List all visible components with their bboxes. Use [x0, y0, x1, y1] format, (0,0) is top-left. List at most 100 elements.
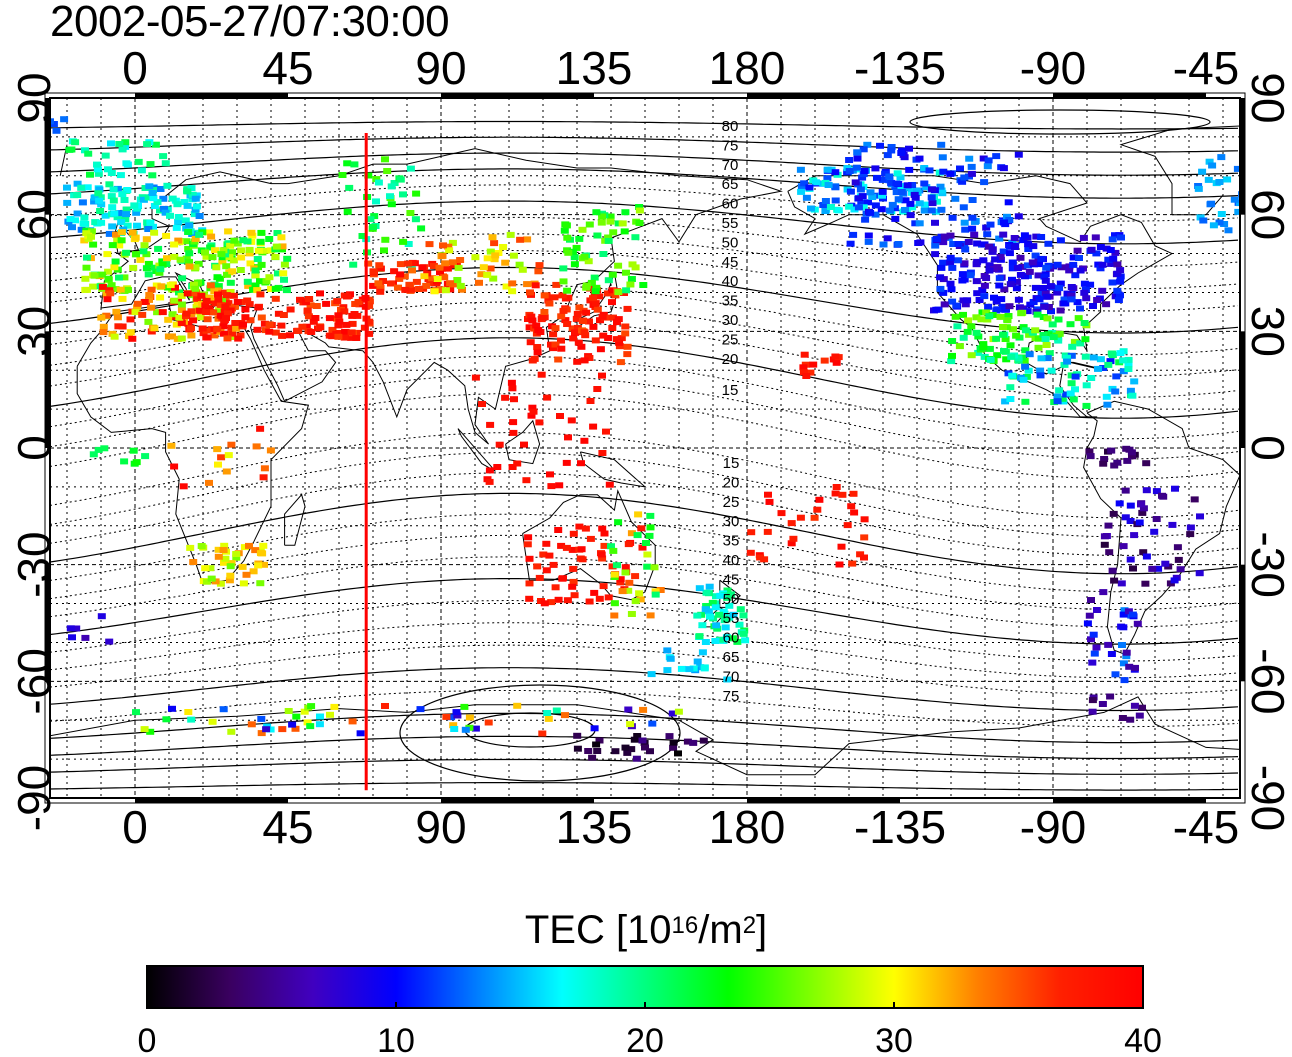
- tec-point: [970, 218, 979, 225]
- tec-point: [405, 281, 414, 288]
- tec-point: [741, 637, 750, 644]
- tec-point: [109, 197, 118, 204]
- tec-point: [1076, 340, 1085, 347]
- tec-point: [1020, 232, 1029, 239]
- border-bar: [1053, 93, 1206, 98]
- tec-point: [1112, 373, 1121, 380]
- tec-point: [296, 296, 304, 303]
- tec-point: [202, 309, 211, 316]
- tec-point: [820, 357, 829, 364]
- tec-point: [787, 520, 796, 527]
- tec-point: [599, 251, 608, 257]
- tec-point: [422, 282, 431, 289]
- tec-point: [631, 264, 640, 271]
- tec-point: [441, 260, 450, 267]
- tec-point: [442, 713, 451, 720]
- tec-point: [1049, 334, 1058, 341]
- tec-point: [600, 542, 609, 549]
- tec-point: [501, 394, 510, 401]
- tec-point: [443, 265, 452, 272]
- tec-point: [646, 512, 655, 519]
- tec-point: [129, 447, 138, 454]
- tec-point: [590, 725, 599, 732]
- tec-point: [386, 193, 394, 200]
- tec-point: [73, 192, 82, 198]
- tec-point: [1014, 355, 1023, 362]
- tec-point: [1108, 279, 1117, 286]
- tec-point: [191, 290, 200, 297]
- tec-point: [563, 287, 572, 294]
- tec-point: [877, 206, 886, 213]
- tec-point: [568, 248, 577, 255]
- tec-point: [233, 299, 242, 305]
- tec-point: [928, 186, 936, 193]
- tec-point: [986, 356, 995, 363]
- tec-point: [1124, 366, 1133, 372]
- tec-point: [437, 286, 445, 293]
- tec-point: [892, 180, 901, 187]
- tec-point: [832, 359, 841, 366]
- tec-point: [159, 195, 168, 202]
- tec-point: [624, 587, 633, 594]
- tec-point: [1116, 292, 1124, 299]
- tec-point: [1123, 457, 1132, 464]
- tec-point: [578, 226, 587, 233]
- tec-point: [1104, 522, 1113, 529]
- tec-point: [580, 357, 589, 364]
- tec-point: [1102, 393, 1111, 400]
- tec-point: [1016, 271, 1025, 278]
- tec-point: [610, 600, 619, 607]
- tec-point: [132, 251, 140, 258]
- contour-label: 70: [722, 157, 739, 174]
- tec-point: [937, 187, 946, 194]
- tec-point: [859, 204, 868, 211]
- tec-point: [147, 328, 156, 335]
- tec-point: [596, 346, 605, 353]
- tec-point: [144, 260, 153, 267]
- tec-point: [226, 572, 235, 579]
- tec-point: [111, 286, 120, 293]
- tec-point: [1044, 304, 1053, 310]
- tec-point: [868, 194, 877, 200]
- tec-point: [309, 318, 318, 325]
- tec-point: [227, 728, 236, 735]
- tec-point: [669, 744, 678, 751]
- tec-point: [485, 467, 494, 474]
- tec-point: [132, 209, 141, 216]
- colorbar-tick-label: 40: [1124, 1022, 1162, 1057]
- tec-point: [1056, 280, 1065, 287]
- tec-point: [1073, 299, 1082, 306]
- tec-point: [515, 261, 524, 268]
- tec-point: [132, 709, 140, 716]
- contour-label: 40: [722, 273, 739, 290]
- tec-point: [1115, 500, 1124, 507]
- coastline: [76, 303, 310, 585]
- mag-lat-contour: [50, 393, 1239, 480]
- mag-lat-contour: [50, 152, 1239, 176]
- tec-point: [167, 442, 176, 449]
- tec-point: [559, 278, 568, 285]
- tec-point: [406, 165, 415, 172]
- tec-point: [1053, 393, 1062, 400]
- tec-point: [214, 461, 222, 468]
- tec-point: [1005, 250, 1014, 257]
- tec-point: [1005, 303, 1014, 310]
- tec-point: [866, 209, 875, 216]
- tec-point: [800, 180, 809, 187]
- tec-point: [205, 294, 214, 301]
- tec-point: [251, 267, 260, 274]
- tec-point: [214, 283, 223, 290]
- tec-point: [648, 720, 657, 727]
- tec-point: [948, 214, 957, 221]
- tec-point: [1190, 496, 1199, 503]
- tec-point: [174, 218, 183, 225]
- tec-point: [292, 713, 301, 720]
- right-lat-label: 30: [1242, 306, 1292, 357]
- tec-point: [1067, 380, 1076, 387]
- tec-point: [211, 300, 220, 307]
- tec-point: [1088, 659, 1097, 666]
- tec-point: [796, 166, 805, 173]
- tec-point: [104, 166, 112, 173]
- tec-point: [721, 624, 730, 631]
- tec-point: [593, 386, 602, 392]
